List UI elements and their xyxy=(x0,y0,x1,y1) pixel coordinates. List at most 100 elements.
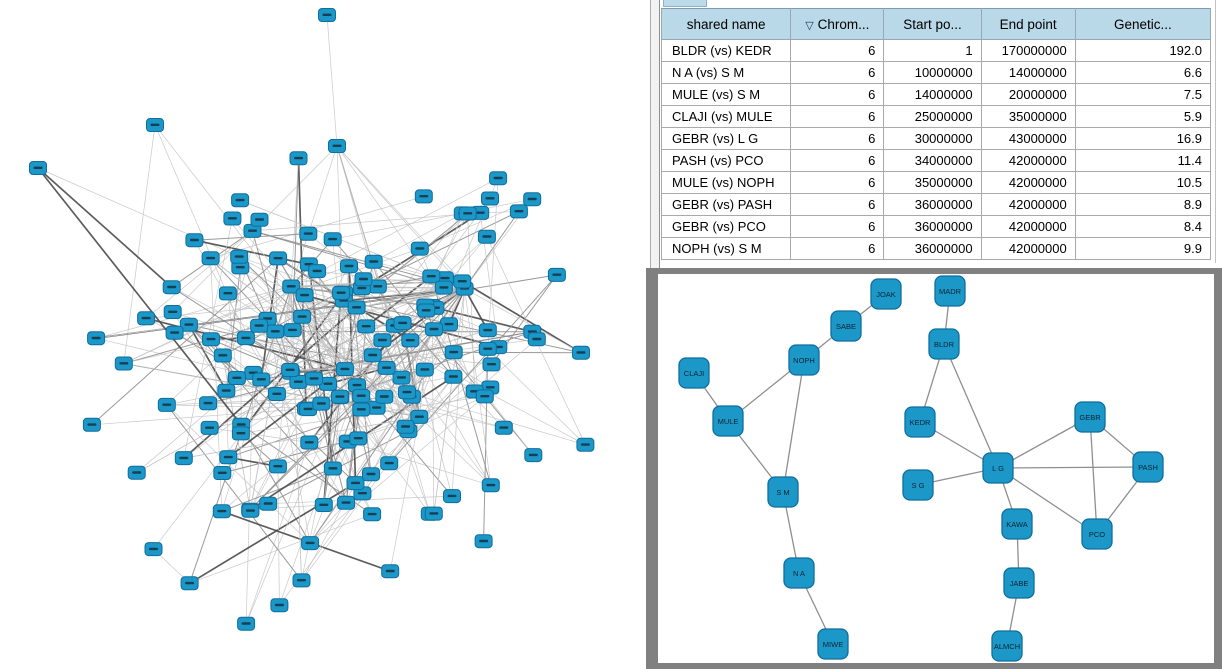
network-node[interactable] xyxy=(202,332,220,347)
network-node[interactable] xyxy=(381,564,400,579)
network-node[interactable] xyxy=(425,322,443,337)
network-node[interactable] xyxy=(352,388,371,403)
table-row[interactable]: MULE (vs) NOPH 6 35000000 42000000 10.5 xyxy=(660,171,1212,194)
network-node[interactable] xyxy=(335,362,354,377)
network-node[interactable] xyxy=(267,387,286,401)
network-node[interactable] xyxy=(218,286,237,301)
network-node[interactable] xyxy=(330,389,349,404)
network-node-NA[interactable]: N A xyxy=(783,557,815,589)
network-node[interactable] xyxy=(509,204,528,219)
network-node[interactable] xyxy=(444,345,463,360)
network-node[interactable] xyxy=(494,420,513,435)
network-node[interactable] xyxy=(458,206,477,221)
network-edge-BLDR-LG[interactable] xyxy=(943,343,999,469)
network-node[interactable] xyxy=(410,241,429,256)
network-node[interactable] xyxy=(185,233,204,248)
network-node[interactable] xyxy=(337,495,356,510)
network-edge-GEBR-PCO[interactable] xyxy=(1089,416,1098,535)
network-node[interactable] xyxy=(414,189,433,204)
network-node[interactable] xyxy=(230,249,249,264)
network-node[interactable] xyxy=(443,489,461,504)
network-node-NOPH[interactable]: NOPH xyxy=(788,344,820,376)
network-node[interactable] xyxy=(377,360,396,375)
network-node[interactable] xyxy=(231,426,250,441)
network-node-JABE[interactable]: JABE xyxy=(1003,567,1035,599)
table-row[interactable]: BLDR (vs) KEDR 6 1 170000000 192.0 xyxy=(660,39,1212,62)
network-node[interactable] xyxy=(237,616,256,631)
network-node[interactable] xyxy=(401,333,420,348)
toolbar-tab-remnant[interactable] xyxy=(663,0,707,7)
network-node[interactable] xyxy=(299,226,318,241)
network-node[interactable] xyxy=(453,274,472,289)
network-node[interactable] xyxy=(434,280,453,295)
network-edge-LG-PCO[interactable] xyxy=(997,467,1098,535)
network-node[interactable] xyxy=(289,374,308,389)
network-node[interactable] xyxy=(368,279,387,294)
network-node[interactable] xyxy=(392,370,411,385)
network-node[interactable] xyxy=(227,371,246,385)
network-node-ALMCH[interactable]: ALMCH xyxy=(991,630,1023,662)
network-node[interactable] xyxy=(422,269,441,284)
network-node[interactable] xyxy=(363,507,382,522)
network-node[interactable] xyxy=(252,372,271,387)
network-node[interactable] xyxy=(524,448,543,463)
network-node[interactable] xyxy=(477,229,496,244)
network-node[interactable] xyxy=(481,191,499,206)
network-node[interactable] xyxy=(323,232,342,247)
subnetwork-panel[interactable]: JOAK MADR SABE BLDR NOPH CLAJI GEBR MULE KEDR L G… xyxy=(646,268,1222,669)
network-node[interactable] xyxy=(474,534,493,549)
network-node[interactable] xyxy=(162,280,181,295)
column-header-genetic[interactable]: Genetic... xyxy=(1074,8,1212,40)
network-node[interactable] xyxy=(363,348,382,363)
network-node[interactable] xyxy=(576,437,595,452)
network-node[interactable] xyxy=(174,451,193,466)
table-row[interactable]: CLAJI (vs) MULE 6 25000000 35000000 5.9 xyxy=(660,105,1212,128)
network-node[interactable] xyxy=(114,356,133,371)
network-node[interactable] xyxy=(328,139,346,153)
network-node[interactable] xyxy=(417,303,436,318)
network-node[interactable] xyxy=(410,409,429,424)
network-node[interactable] xyxy=(373,333,392,348)
network-node[interactable] xyxy=(475,389,494,404)
network-node-MADR[interactable]: MADR xyxy=(934,275,966,307)
table-row[interactable]: NOPH (vs) S M 6 36000000 42000000 9.9 xyxy=(660,237,1212,260)
network-node-JOAK[interactable]: JOAK xyxy=(870,278,902,310)
network-node[interactable] xyxy=(259,496,278,511)
network-node[interactable] xyxy=(527,332,546,347)
network-node[interactable] xyxy=(200,420,219,435)
network-node[interactable] xyxy=(572,345,590,360)
network-node[interactable] xyxy=(281,363,300,377)
network-node[interactable] xyxy=(398,385,416,400)
network-node[interactable] xyxy=(364,254,383,269)
network-node[interactable] xyxy=(393,316,412,331)
network-node[interactable] xyxy=(301,536,320,551)
network-node[interactable] xyxy=(312,396,331,411)
column-header-endpoint[interactable]: End point xyxy=(980,8,1076,40)
network-node[interactable] xyxy=(165,325,184,340)
network-node[interactable] xyxy=(269,251,288,266)
network-node[interactable] xyxy=(82,417,101,432)
table-row[interactable]: GEBR (vs) PCO 6 36000000 42000000 8.4 xyxy=(660,215,1212,238)
column-header-sharedname[interactable]: shared name xyxy=(660,8,792,40)
network-node[interactable] xyxy=(424,506,443,521)
network-node[interactable] xyxy=(144,542,163,557)
table-row[interactable]: MULE (vs) S M 6 14000000 20000000 7.5 xyxy=(660,83,1212,106)
network-node[interactable] xyxy=(347,300,366,315)
network-node[interactable] xyxy=(318,8,336,22)
network-node-SM[interactable]: S M xyxy=(767,476,799,508)
network-node[interactable] xyxy=(547,267,566,282)
network-node[interactable] xyxy=(482,357,501,372)
network-node-MULE[interactable]: MULE xyxy=(712,405,744,437)
network-node[interactable] xyxy=(29,161,47,175)
table-row[interactable]: PASH (vs) PCO 6 34000000 42000000 11.4 xyxy=(660,149,1212,172)
network-node[interactable] xyxy=(236,331,255,346)
network-node[interactable] xyxy=(489,171,508,186)
network-node[interactable] xyxy=(308,264,327,279)
network-node[interactable] xyxy=(352,402,371,417)
network-node[interactable] xyxy=(127,465,146,480)
network-node[interactable] xyxy=(353,486,372,501)
network-node[interactable] xyxy=(137,311,156,326)
network-node-SABE[interactable]: SABE xyxy=(830,310,862,342)
network-node[interactable] xyxy=(201,251,220,266)
network-node[interactable] xyxy=(357,319,376,334)
